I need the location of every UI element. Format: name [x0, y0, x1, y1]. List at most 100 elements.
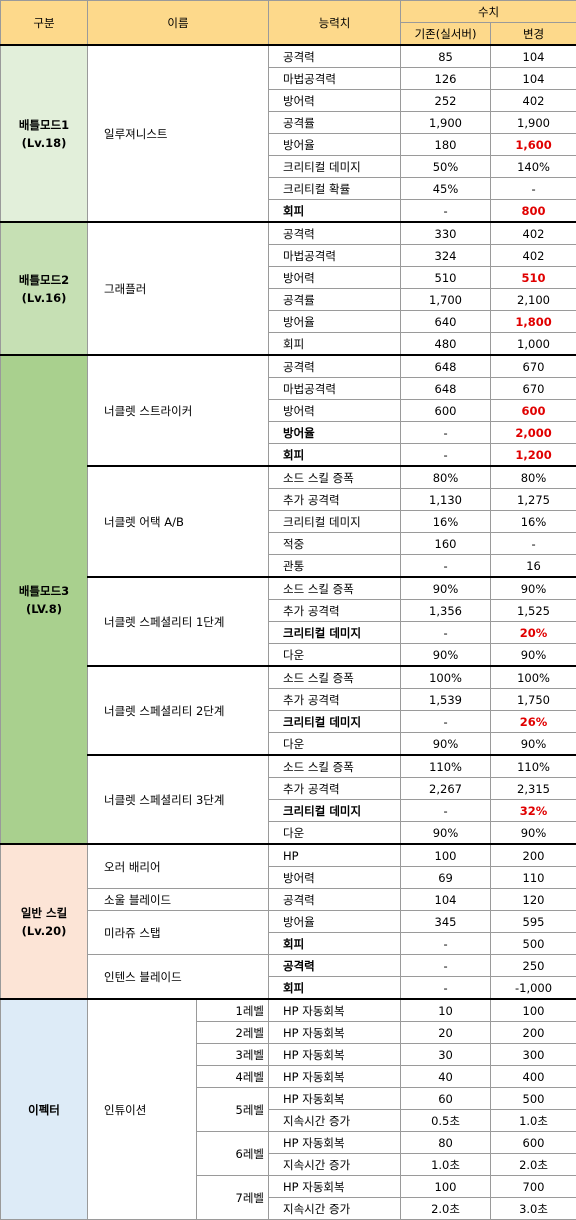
new-value: 400	[491, 1066, 576, 1088]
old-value: 1,130	[401, 489, 491, 511]
old-value: 10	[401, 999, 491, 1022]
new-value: 800	[491, 200, 576, 223]
new-value: 510	[491, 267, 576, 289]
section-cell: 배틀모드3(LV.8)	[1, 355, 88, 844]
old-value: 180	[401, 134, 491, 156]
new-value: 200	[491, 1022, 576, 1044]
level-cell: 7레벨	[197, 1176, 269, 1220]
old-value: 100	[401, 844, 491, 867]
old-value: 640	[401, 311, 491, 333]
name-cell: 인텐스 블레이드	[88, 955, 269, 1000]
old-value: -	[401, 711, 491, 733]
stat-cell: 공격력	[269, 222, 401, 245]
stat-cell: HP 자동회복	[269, 1176, 401, 1198]
old-value: 1,539	[401, 689, 491, 711]
old-value: -	[401, 977, 491, 1000]
section-cell: 배틀모드2(Lv.16)	[1, 222, 88, 355]
old-value: 110%	[401, 755, 491, 778]
level-cell: 2레벨	[197, 1022, 269, 1044]
new-value: 600	[491, 1132, 576, 1154]
new-value: 1,000	[491, 333, 576, 356]
new-value: 16	[491, 555, 576, 578]
new-value: 250	[491, 955, 576, 977]
new-value: 402	[491, 90, 576, 112]
stat-cell: 지속시간 증가	[269, 1110, 401, 1132]
old-value: 1,356	[401, 600, 491, 622]
old-value: 90%	[401, 577, 491, 600]
old-value: 16%	[401, 511, 491, 533]
header-cell: 변경	[491, 23, 576, 46]
new-value: 26%	[491, 711, 576, 733]
section-name: 일반 스킬	[1, 904, 87, 922]
new-value: 700	[491, 1176, 576, 1198]
stat-cell: 다운	[269, 822, 401, 845]
stat-cell: 방어력	[269, 867, 401, 889]
level-cell: 5레벨	[197, 1088, 269, 1132]
stat-cell: 방어율	[269, 911, 401, 933]
stat-cell: HP 자동회복	[269, 999, 401, 1022]
stat-cell: 공격력	[269, 355, 401, 378]
old-value: 40	[401, 1066, 491, 1088]
old-value: -	[401, 955, 491, 977]
section-cell: 이펙터	[1, 999, 88, 1220]
new-value: 2,315	[491, 778, 576, 800]
new-value: 120	[491, 889, 576, 911]
new-value: 100	[491, 999, 576, 1022]
new-value: 402	[491, 222, 576, 245]
old-value: 600	[401, 400, 491, 422]
old-value: 45%	[401, 178, 491, 200]
new-value: 1,525	[491, 600, 576, 622]
stat-cell: 방어력	[269, 267, 401, 289]
level-cell: 3레벨	[197, 1044, 269, 1066]
section-name: 배틀모드1	[1, 116, 87, 134]
stat-cell: 적중	[269, 533, 401, 555]
header-cell: 기존(실서버)	[401, 23, 491, 46]
header-cell: 능력치	[269, 1, 401, 46]
stat-cell: 추가 공격력	[269, 600, 401, 622]
new-value: 1,750	[491, 689, 576, 711]
stat-cell: HP 자동회복	[269, 1132, 401, 1154]
new-value: 32%	[491, 800, 576, 822]
stat-cell: 지속시간 증가	[269, 1198, 401, 1220]
stat-cell: 추가 공격력	[269, 778, 401, 800]
stat-cell: 방어율	[269, 311, 401, 333]
name-cell: 소울 블레이드	[88, 889, 269, 911]
stat-cell: 공격력	[269, 955, 401, 977]
new-value: 670	[491, 355, 576, 378]
stat-cell: HP 자동회복	[269, 1088, 401, 1110]
old-value: 69	[401, 867, 491, 889]
new-value: 500	[491, 1088, 576, 1110]
stat-cell: 크리티컬 데미지	[269, 800, 401, 822]
stat-cell: 회피	[269, 200, 401, 223]
stat-cell: 회피	[269, 933, 401, 955]
stat-cell: HP 자동회복	[269, 1066, 401, 1088]
old-value: 480	[401, 333, 491, 356]
new-value: 20%	[491, 622, 576, 644]
stat-cell: HP 자동회복	[269, 1044, 401, 1066]
old-value: 648	[401, 378, 491, 400]
name-cell: 오러 배리어	[88, 844, 269, 889]
old-value: -	[401, 555, 491, 578]
section-name: 이펙터	[1, 1101, 87, 1119]
new-value: -1,000	[491, 977, 576, 1000]
old-value: 85	[401, 45, 491, 68]
name-cell: 인튜이션	[88, 999, 197, 1220]
old-value: 1,900	[401, 112, 491, 134]
old-value: 60	[401, 1088, 491, 1110]
name-cell: 너클렛 어택 A/B	[88, 466, 269, 577]
old-value: 30	[401, 1044, 491, 1066]
new-value: 200	[491, 844, 576, 867]
stat-cell: 크리티컬 데미지	[269, 622, 401, 644]
header-row: 구분 이름 능력치 수치	[1, 1, 576, 23]
stat-cell: 다운	[269, 644, 401, 667]
old-value: 330	[401, 222, 491, 245]
